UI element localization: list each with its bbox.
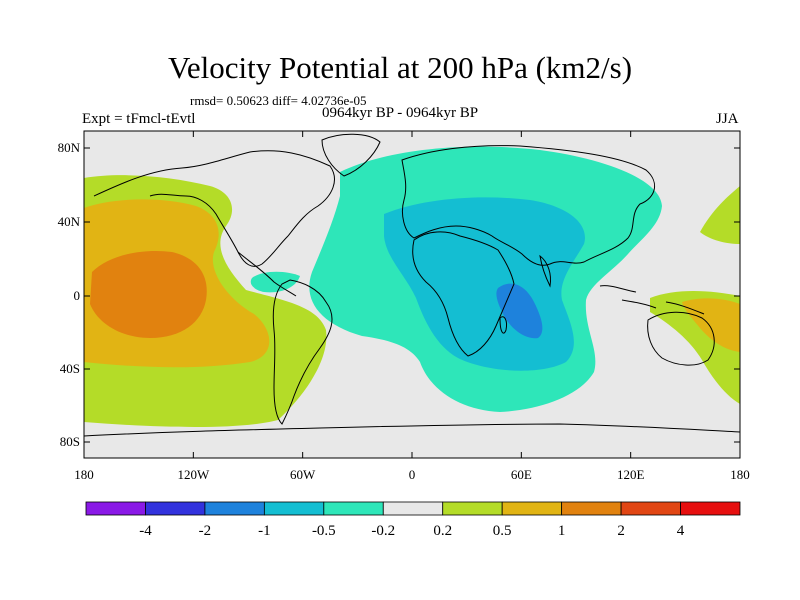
colorbar-swatch <box>263 501 325 516</box>
north-east-positive-region <box>700 186 740 244</box>
madagascar-coast <box>499 316 507 334</box>
colorbar-label: 0.5 <box>493 523 512 539</box>
colorbar-swatch <box>382 501 444 516</box>
india-coast <box>539 254 551 288</box>
lon-tick-label: 120W <box>177 467 210 482</box>
africa-coast <box>412 231 515 357</box>
colorbar-label: 1 <box>558 523 566 539</box>
longitude-axis: 180 120W 60W 0 60E 120E 180 <box>74 131 750 482</box>
greenland-coast <box>321 133 381 177</box>
central-america-negative-region <box>250 271 300 293</box>
colorbar-swatch <box>85 501 146 516</box>
colorbar: -4 -2 -1 -0.5 -0.2 0.2 0.5 1 2 4 <box>85 501 741 539</box>
lon-tick-label: 120E <box>617 467 645 482</box>
season-label: JJA <box>716 111 739 127</box>
colorbar-label: -0.2 <box>371 523 395 539</box>
maritime-continent-coast <box>599 285 705 315</box>
colorbar-label: -2 <box>199 523 212 539</box>
lon-tick-label: 60E <box>511 467 532 482</box>
lon-tick-label: 180 <box>730 467 750 482</box>
colorbar-label: -1 <box>258 523 271 539</box>
colorbar-label: -4 <box>139 523 152 539</box>
latitude-axis: 80N 40N 0 40S 80S <box>58 140 740 449</box>
period-label: 0964kyr BP - 0964kyr BP <box>322 105 479 121</box>
lat-tick-label: 0 <box>74 288 81 303</box>
north-america-coast <box>93 150 335 267</box>
colorbar-swatch <box>501 501 563 516</box>
australia-coast <box>647 311 715 366</box>
colorbar-label: -0.5 <box>312 523 336 539</box>
central-america-coast <box>237 251 297 297</box>
colorbar-swatch <box>442 501 503 516</box>
map-plot-area <box>84 131 740 458</box>
colorbar-label: 2 <box>617 523 625 539</box>
coastlines <box>84 133 740 437</box>
colorbar-swatch <box>680 501 741 516</box>
colorbar-swatch <box>620 501 681 516</box>
colorbar-label: 0.2 <box>433 523 452 539</box>
lat-tick-label: 80N <box>58 140 81 155</box>
colorbar-swatch <box>323 501 384 516</box>
colorbar-swatch <box>145 501 206 516</box>
eurasia-coast <box>401 145 655 266</box>
lon-tick-label: 180 <box>74 467 94 482</box>
page-title: Velocity Potential at 200 hPa (km2/s) <box>167 50 633 85</box>
pacific-positive-strong-region <box>90 250 207 338</box>
colorbar-label: 4 <box>677 523 685 539</box>
stats-subtitle: rmsd= 0.50623 diff= 4.02736e-05 <box>190 93 367 108</box>
antarctica-coast <box>84 423 740 437</box>
colorbar-swatch <box>561 501 622 516</box>
lon-tick-label: 0 <box>409 467 416 482</box>
lon-tick-label: 60W <box>290 467 316 482</box>
experiment-label: Expt = tFmcl-tEvtl <box>82 111 196 127</box>
lat-tick-label: 80S <box>60 434 80 449</box>
lat-tick-label: 40S <box>60 361 80 376</box>
colorbar-swatch <box>204 501 265 516</box>
west-pacific-positive-mid-region <box>682 298 740 352</box>
south-america-coast <box>272 279 333 425</box>
lat-tick-label: 40N <box>58 214 81 229</box>
